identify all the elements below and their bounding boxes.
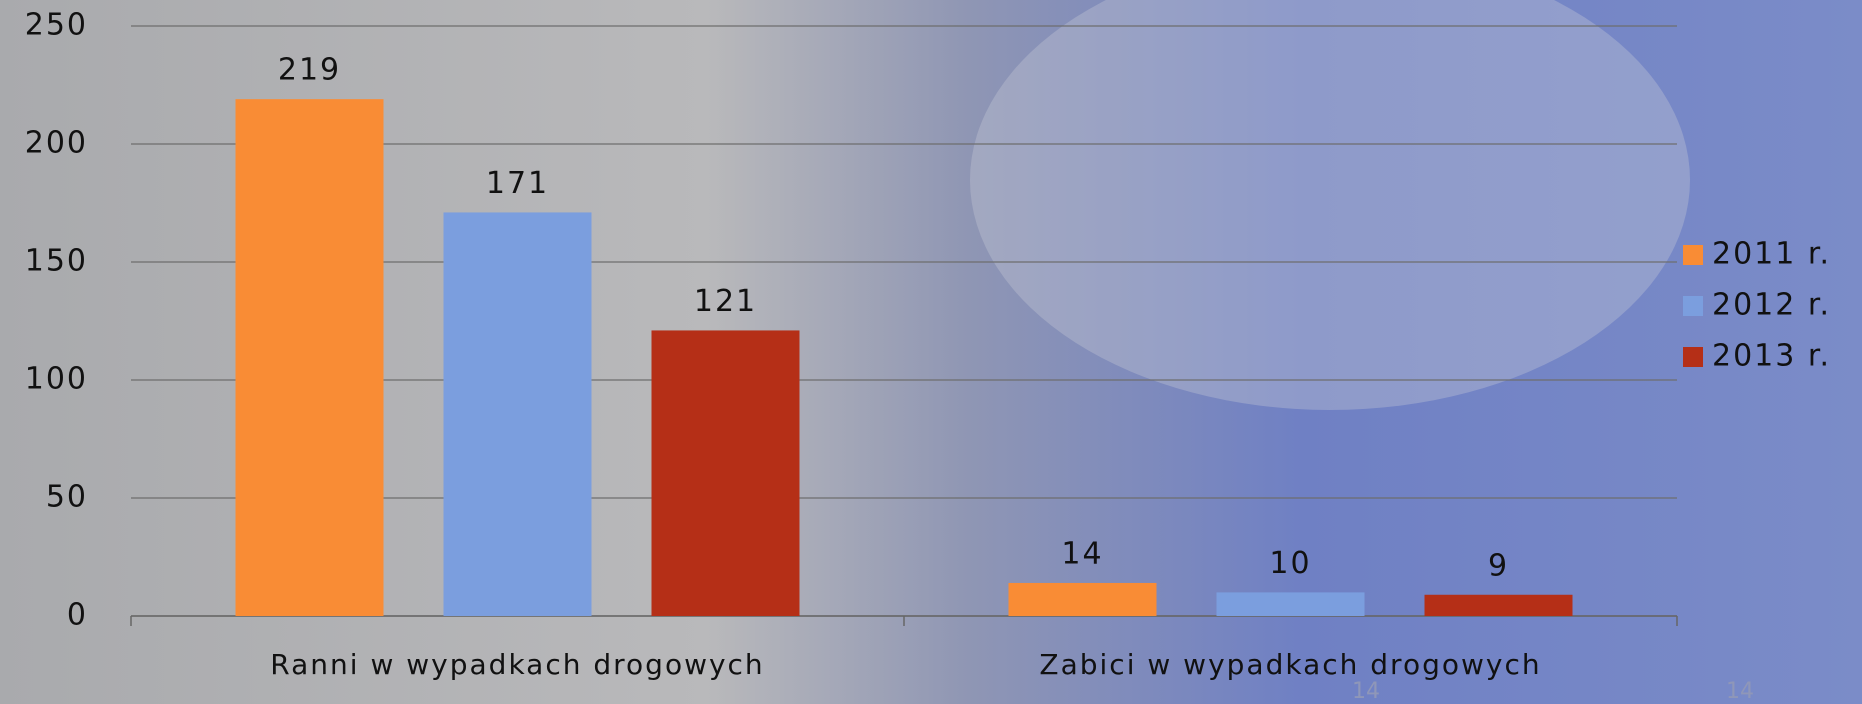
- legend-swatch: [1683, 296, 1703, 316]
- legend-label: 2012 r.: [1712, 288, 1831, 323]
- value-label: 121: [694, 284, 757, 319]
- y-tick-label: 150: [25, 244, 88, 279]
- x-tick-label: Ranni w wypadkach drogowych: [270, 648, 764, 681]
- legend-label: 2013 r.: [1712, 339, 1831, 374]
- value-label: 10: [1269, 546, 1311, 581]
- y-tick-label: 0: [67, 598, 88, 633]
- value-label: 171: [486, 166, 549, 201]
- bar: [443, 212, 592, 616]
- bar: [651, 330, 800, 616]
- page-number: 14: [1352, 679, 1380, 704]
- value-label: 219: [278, 53, 341, 88]
- page-number: 14: [1726, 679, 1754, 704]
- background-patch: [970, 0, 1690, 410]
- bar: [235, 99, 384, 616]
- bar: [1424, 594, 1573, 616]
- y-tick-label: 250: [25, 8, 88, 43]
- y-tick-label: 200: [25, 126, 88, 161]
- bar: [1216, 592, 1365, 616]
- value-label: 14: [1061, 536, 1103, 571]
- legend-swatch: [1683, 245, 1703, 265]
- bar: [1008, 582, 1157, 616]
- x-tick-label: Zabici w wypadkach drogowych: [1039, 648, 1541, 681]
- legend-swatch: [1683, 347, 1703, 367]
- value-label: 9: [1488, 548, 1509, 583]
- y-tick-label: 100: [25, 362, 88, 397]
- y-tick-label: 50: [46, 480, 88, 515]
- legend-label: 2011 r.: [1712, 237, 1831, 272]
